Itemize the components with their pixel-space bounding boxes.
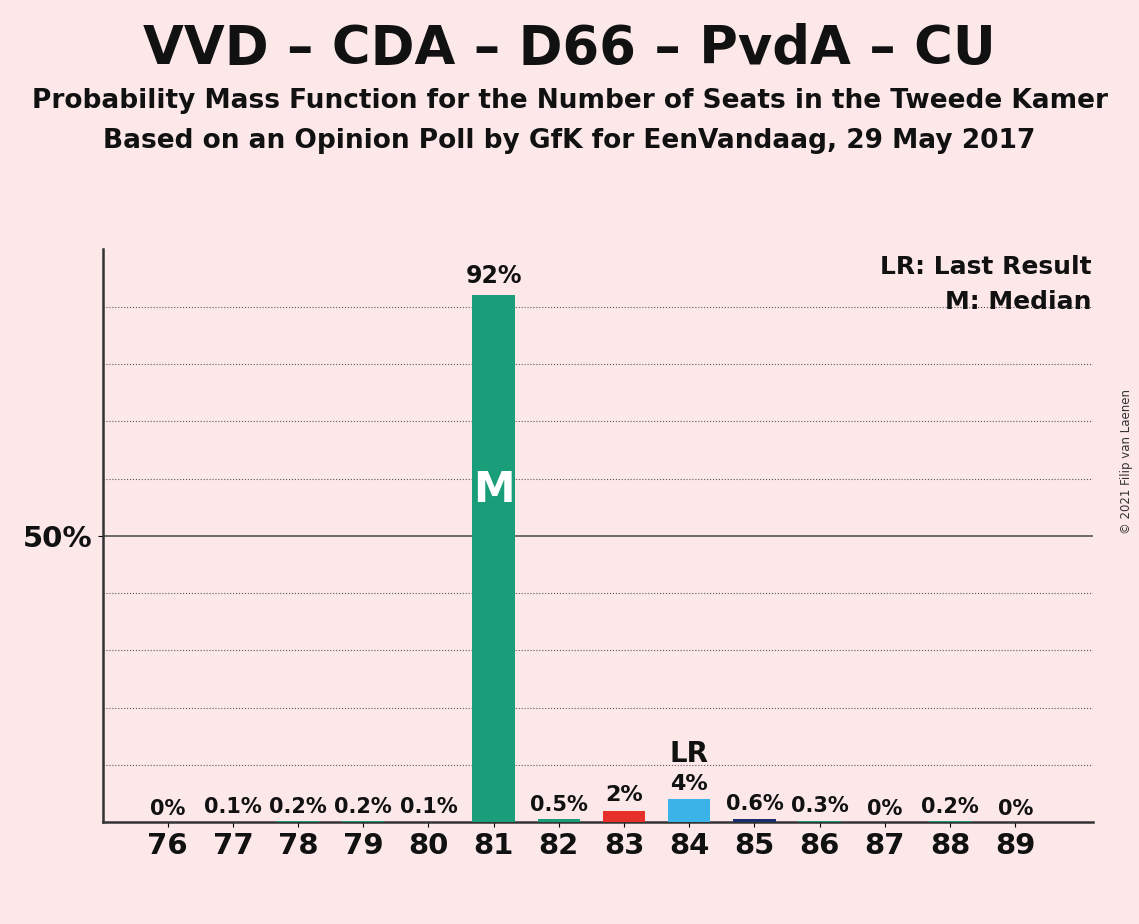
Text: 0.2%: 0.2% [335,796,392,817]
Text: 0.6%: 0.6% [726,795,784,814]
Text: 92%: 92% [466,264,522,288]
Bar [928,821,972,822]
Text: VVD – CDA – D66 – PvdA – CU: VVD – CDA – D66 – PvdA – CU [144,23,995,75]
Text: 0.2%: 0.2% [269,796,327,817]
Bar [473,296,515,822]
Text: LR: Last Result: LR: Last Result [879,255,1091,279]
Bar [798,821,841,822]
Text: Based on an Opinion Poll by GfK for EenVandaag, 29 May 2017: Based on an Opinion Poll by GfK for EenV… [104,128,1035,153]
Text: 0.5%: 0.5% [530,795,588,815]
Bar [342,821,385,822]
Text: 0%: 0% [998,799,1033,820]
Text: 0%: 0% [867,799,902,820]
Text: Probability Mass Function for the Number of Seats in the Tweede Kamer: Probability Mass Function for the Number… [32,88,1107,114]
Bar [277,821,319,822]
Bar [669,799,711,822]
Text: 0.3%: 0.3% [790,796,849,816]
Text: © 2021 Filip van Laenen: © 2021 Filip van Laenen [1121,390,1133,534]
Text: 0.2%: 0.2% [921,796,978,817]
Text: 0%: 0% [150,799,186,820]
Text: 0.1%: 0.1% [204,797,262,817]
Text: 4%: 4% [671,773,708,794]
Text: LR: LR [670,740,708,768]
Text: 0.1%: 0.1% [400,797,458,817]
Bar [538,820,580,822]
Bar [603,811,645,822]
Bar [734,819,776,822]
Text: M: M [473,469,515,511]
Text: M: Median: M: Median [945,289,1091,313]
Text: 2%: 2% [605,785,642,805]
